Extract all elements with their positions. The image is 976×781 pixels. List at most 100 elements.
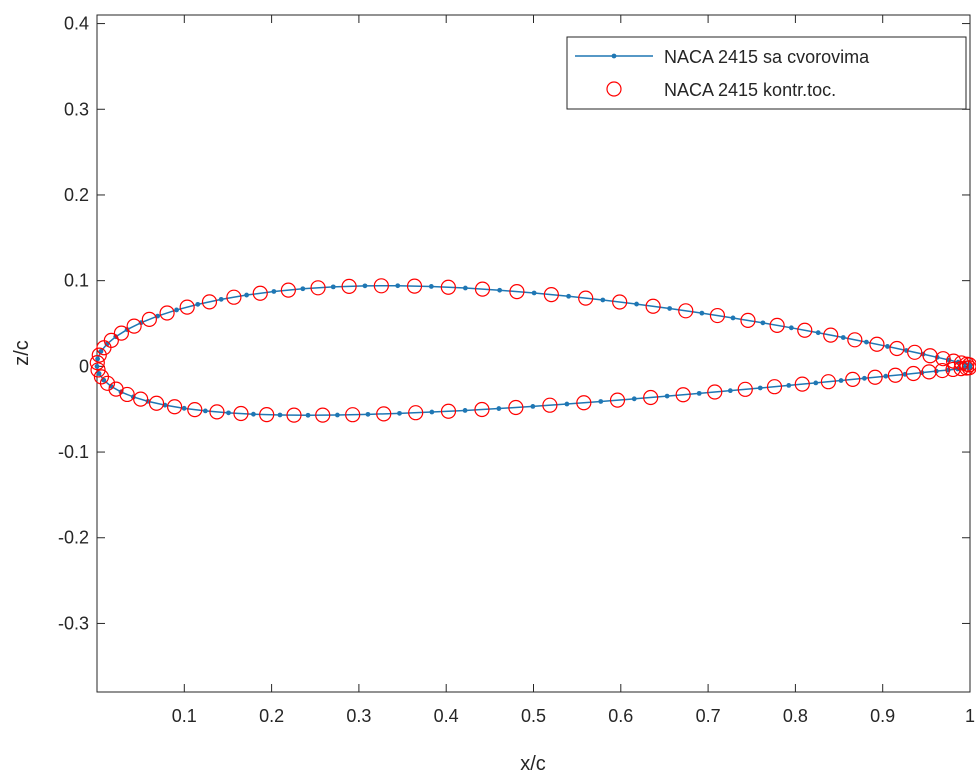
control-point (869, 336, 885, 352)
node-point (271, 289, 277, 294)
node-point (244, 292, 250, 298)
node-point (598, 399, 604, 404)
control-point (103, 332, 119, 348)
control-point (907, 344, 923, 360)
node-point (788, 325, 794, 331)
node-point (429, 409, 435, 415)
control-point (89, 355, 105, 371)
node-point (94, 363, 100, 369)
node-point (277, 412, 283, 418)
x-tick-label: 1 (965, 706, 975, 726)
control-point (226, 289, 242, 305)
node-point (335, 412, 340, 418)
control-point (376, 406, 392, 422)
control-point (820, 374, 837, 390)
control-point (474, 281, 491, 297)
node-point (428, 284, 434, 289)
node-point (840, 335, 846, 340)
x-tick-label: 0.3 (346, 706, 371, 726)
control-point (310, 280, 326, 296)
node-point (462, 285, 468, 291)
control-point (934, 362, 950, 379)
plot-area (89, 278, 976, 423)
node-point (218, 296, 224, 302)
control-point (675, 387, 691, 403)
control-point (921, 364, 937, 380)
node-point (600, 297, 606, 303)
control-point (93, 369, 110, 385)
node-point (664, 393, 670, 399)
node-point (202, 408, 208, 414)
control-point (406, 278, 423, 294)
x-tick-label: 0.8 (783, 706, 808, 726)
control-point (408, 405, 424, 421)
x-tick-label: 0.2 (259, 706, 284, 726)
node-point (395, 283, 401, 289)
control-point (474, 401, 490, 418)
legend-circle-swatch (606, 81, 622, 97)
y-tick-label: -0.2 (58, 528, 89, 548)
node-point (564, 401, 570, 407)
node-point (864, 339, 869, 345)
legend-box (566, 36, 967, 110)
control-point (233, 405, 249, 422)
node-point (815, 330, 821, 336)
node-point (531, 290, 537, 296)
control-point (953, 355, 970, 371)
node-point (699, 310, 705, 316)
control-point (90, 362, 106, 378)
control-point (440, 403, 457, 419)
y-tick-label: 0.2 (64, 185, 89, 205)
y-tick-label: 0.4 (64, 14, 89, 34)
x-tick-label: 0.4 (434, 706, 459, 726)
node-point (634, 301, 639, 307)
node-point (530, 404, 536, 409)
control-point (209, 404, 225, 420)
node-point (300, 286, 306, 292)
node-point (174, 307, 179, 313)
y-axis: -0.3 -0.2 -0.1 0 0.1 0.2 0.3 0.4 (58, 14, 970, 633)
control-point (179, 299, 195, 315)
node-point (95, 356, 100, 362)
control-point (709, 307, 726, 324)
control-point (259, 407, 275, 423)
control-point (167, 399, 183, 415)
control-point (740, 312, 756, 329)
node-point (462, 408, 468, 413)
control-point (345, 407, 361, 423)
control-point (576, 395, 592, 411)
node-point (226, 410, 231, 416)
control-point (201, 294, 218, 310)
node-point (813, 380, 819, 386)
control-point (847, 332, 863, 348)
control-point (935, 351, 951, 367)
control-point (769, 317, 785, 333)
x-tick-label: 0.5 (521, 706, 546, 726)
control-point (108, 381, 124, 397)
series-control-points (89, 278, 976, 423)
node-point (305, 412, 311, 418)
node-point (497, 287, 503, 293)
control-point (126, 318, 142, 334)
control-point (889, 340, 905, 357)
x-tick-label: 0.1 (172, 706, 197, 726)
node-point (195, 301, 201, 307)
x-tick-label: 0.6 (608, 706, 633, 726)
control-point (373, 278, 389, 294)
control-point (187, 402, 203, 418)
control-point (91, 347, 107, 363)
control-point (578, 290, 594, 306)
control-point (509, 284, 525, 300)
control-point (133, 391, 149, 407)
y-tick-label: 0 (79, 356, 89, 376)
control-point (141, 311, 157, 327)
control-point (845, 371, 861, 387)
node-point (760, 320, 766, 326)
node-point (566, 293, 571, 299)
node-point (181, 405, 187, 411)
legend-label-nodes: NACA 2415 sa cvorovima (664, 47, 870, 67)
control-point (797, 322, 813, 338)
control-point (609, 392, 626, 408)
node-point (96, 371, 102, 376)
